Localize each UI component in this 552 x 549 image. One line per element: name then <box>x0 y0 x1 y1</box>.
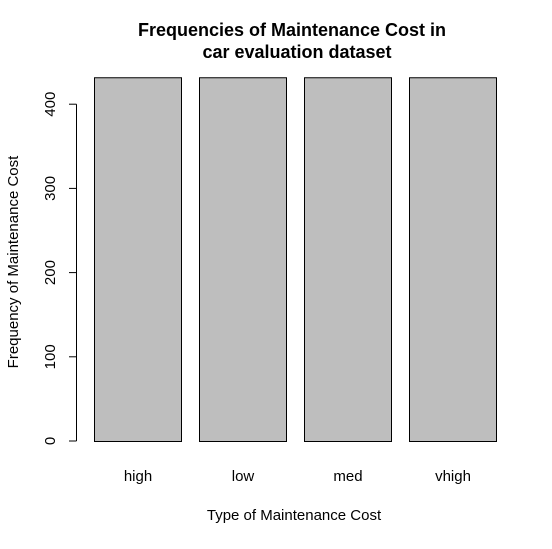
y-tick-label-0: 0 <box>42 437 59 445</box>
bar-med <box>304 77 392 442</box>
y-tick-label-100: 100 <box>42 344 59 369</box>
y-tick-label-300: 300 <box>42 176 59 201</box>
y-tick-label-200: 200 <box>42 260 59 285</box>
bar-high <box>94 77 182 442</box>
y-axis: 0 100 200 300 400 <box>42 92 77 445</box>
x-axis-label: Type of Maintenance Cost <box>207 507 382 524</box>
bar-low <box>199 77 287 442</box>
chart-title-line-2: car evaluation dataset <box>202 42 391 62</box>
x-tick-label-med: med <box>333 468 362 485</box>
x-tick-label-vhigh: vhigh <box>435 468 471 485</box>
x-tick-label-low: low <box>232 468 255 485</box>
x-tick-labels: high low med vhigh <box>124 468 471 485</box>
x-tick-label-high: high <box>124 468 152 485</box>
y-axis-label: Frequency of Maintenance Cost <box>5 155 22 368</box>
bars-group <box>94 77 497 442</box>
y-tick-label-400: 400 <box>42 92 59 117</box>
chart-title-line-1: Frequencies of Maintenance Cost in <box>138 20 446 40</box>
bar-vhigh <box>409 77 497 442</box>
